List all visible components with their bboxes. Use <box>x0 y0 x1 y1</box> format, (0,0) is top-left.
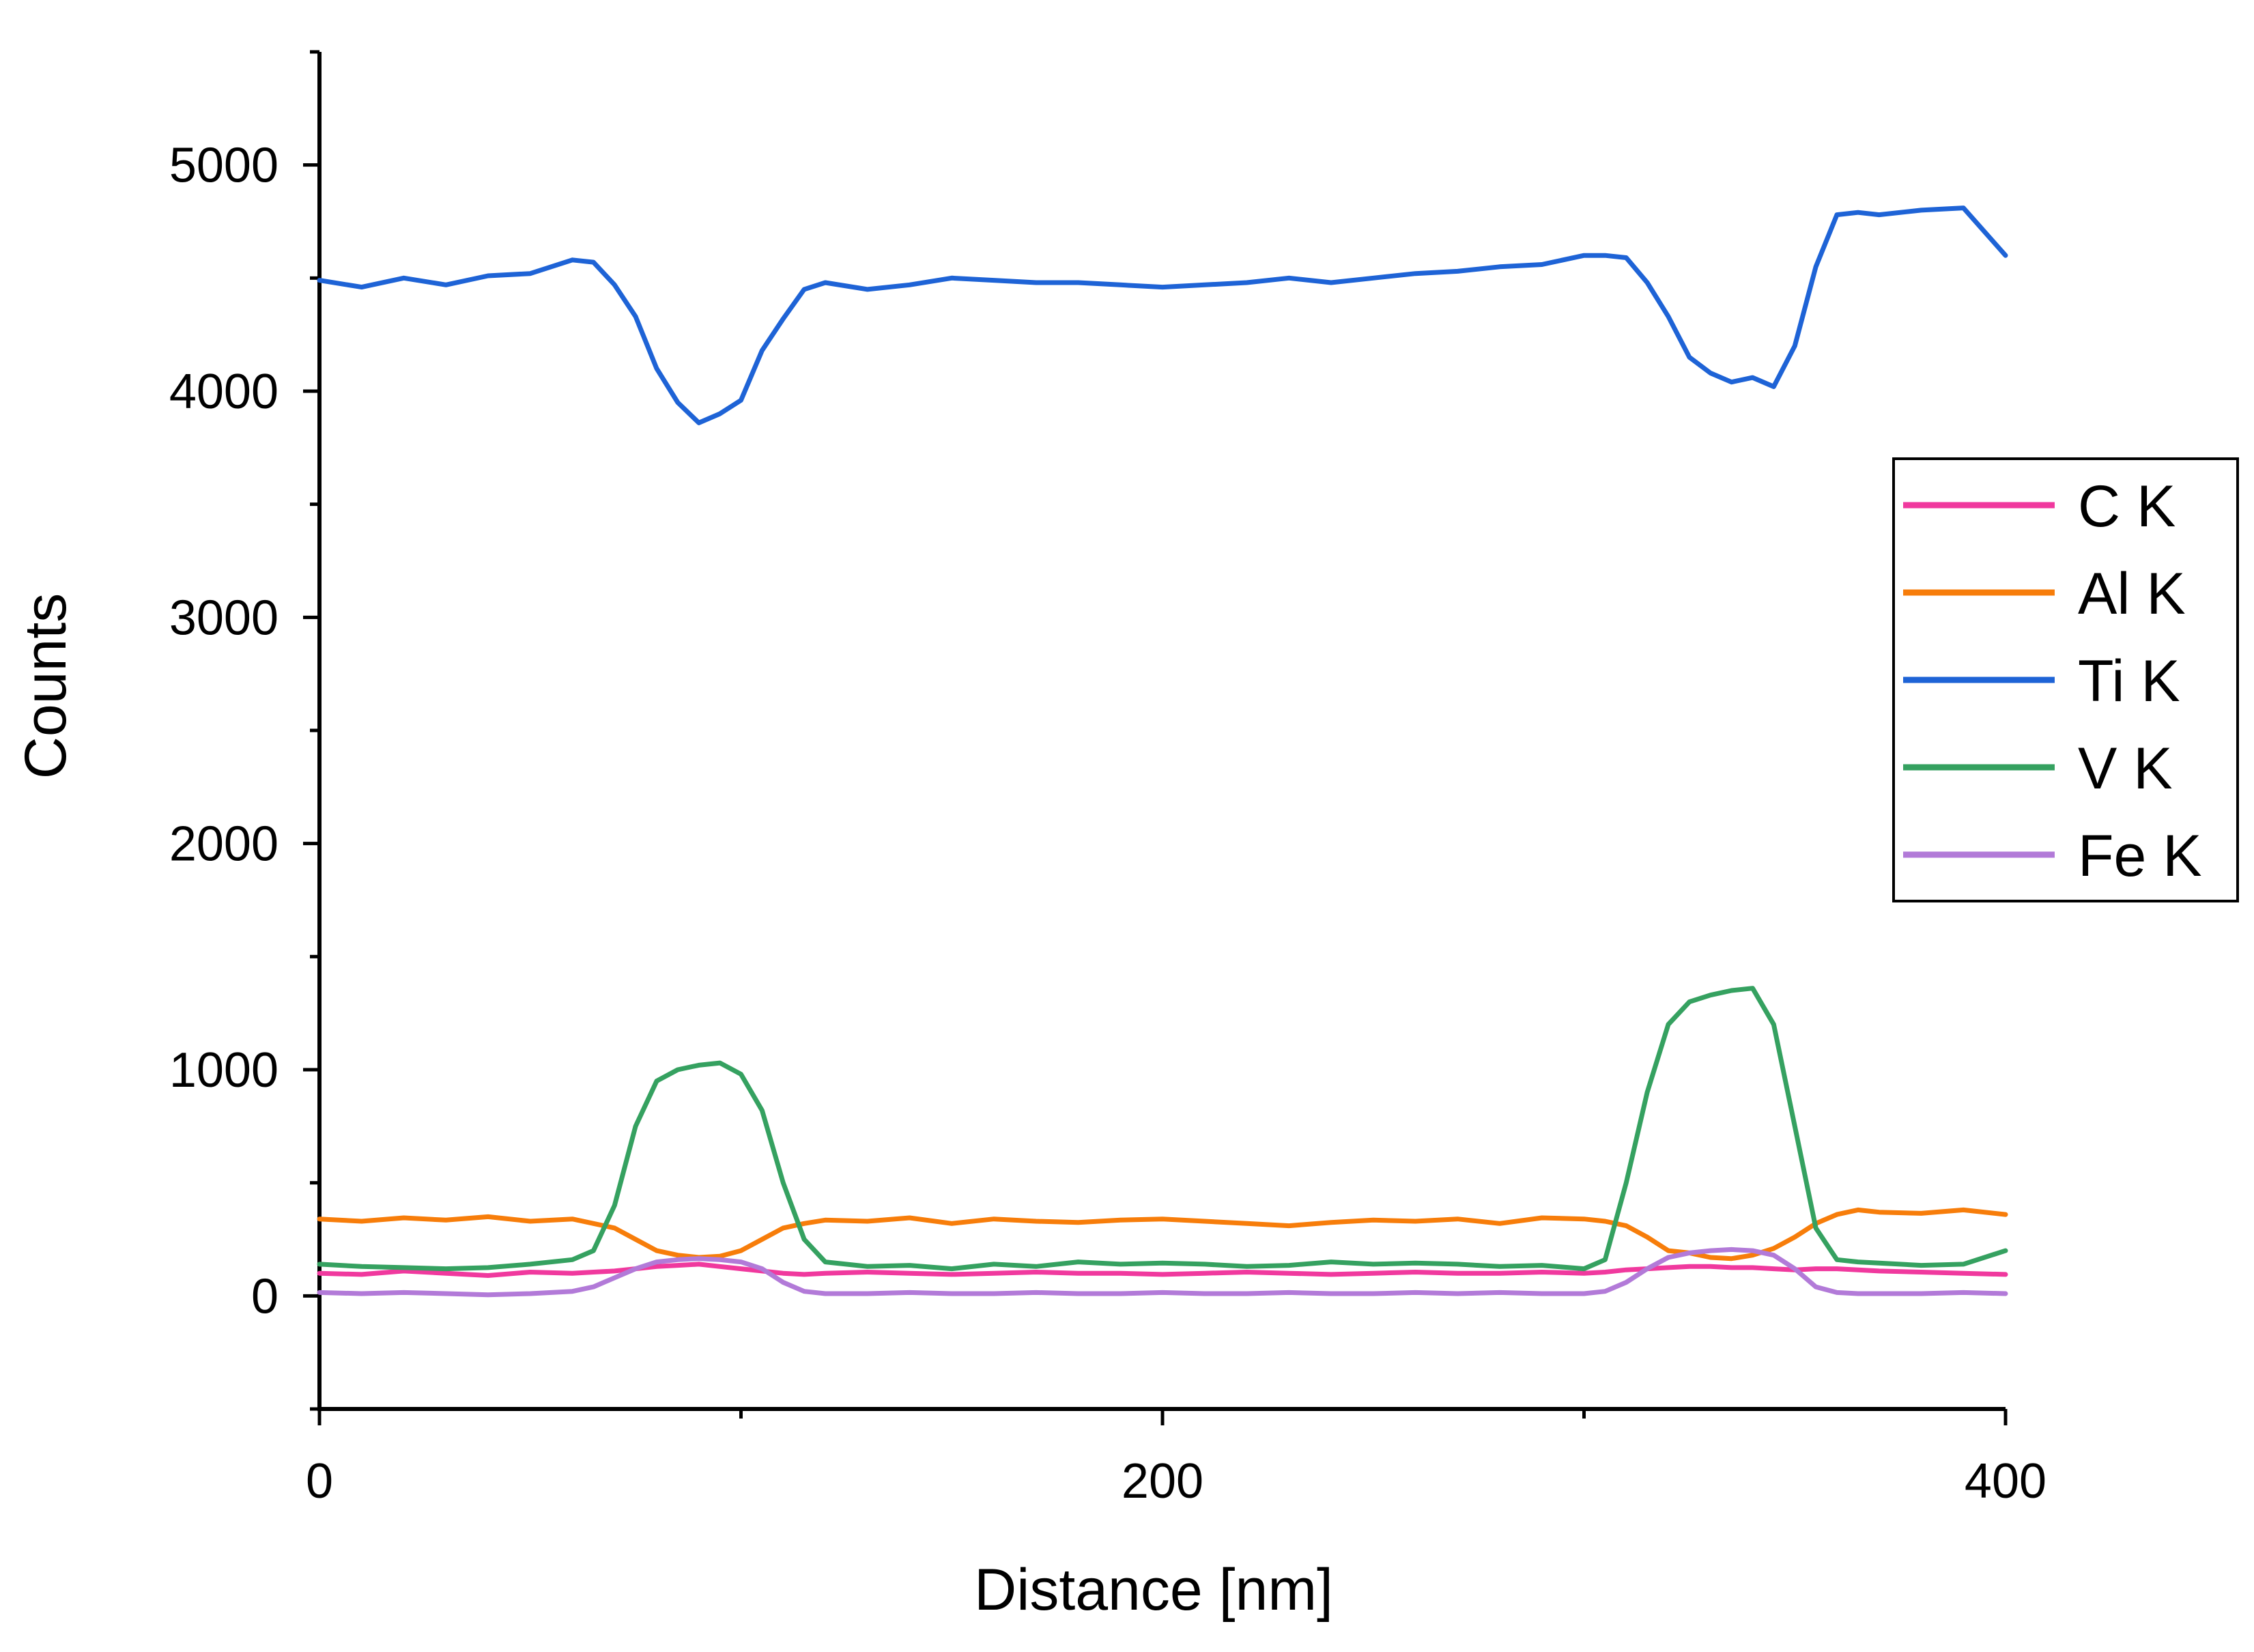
x-tick-label: 200 <box>1122 1454 1203 1509</box>
y-tick-label: 0 <box>251 1269 279 1324</box>
y-tick-label: 3000 <box>169 590 279 645</box>
series-line-v-k <box>317 986 2008 1272</box>
x-axis-title: Distance [nm] <box>974 1557 1333 1623</box>
axes: 0 1000 2000 3000 4000 5000 0 200 400 <box>169 50 2046 1509</box>
series-line-fe-k <box>317 1247 2008 1298</box>
y-tick-label: 1000 <box>169 1043 279 1098</box>
y-tick-label: 2000 <box>169 817 279 872</box>
x-tick-label: 400 <box>1965 1454 2046 1509</box>
legend: C K Al K Ti K V K Fe K <box>1892 457 2239 902</box>
legend-label-al-k: Al K <box>2078 561 2186 627</box>
series-line-al-k <box>317 1207 2008 1262</box>
legend-label-ti-k: Ti K <box>2078 649 2180 714</box>
series-line-ti-k <box>317 205 2008 425</box>
legend-label-fe-k: Fe K <box>2078 823 2202 889</box>
legend-label-c-k: C K <box>2078 474 2175 539</box>
x-tick-label: 0 <box>306 1454 333 1509</box>
legend-label-v-k: V K <box>2078 736 2173 801</box>
series-lines <box>317 205 2008 1298</box>
y-tick-label: 4000 <box>169 365 279 419</box>
y-tick-label: 5000 <box>169 139 279 193</box>
series-line-c-k <box>317 1262 2008 1278</box>
y-axis-title: Counts <box>13 593 79 780</box>
